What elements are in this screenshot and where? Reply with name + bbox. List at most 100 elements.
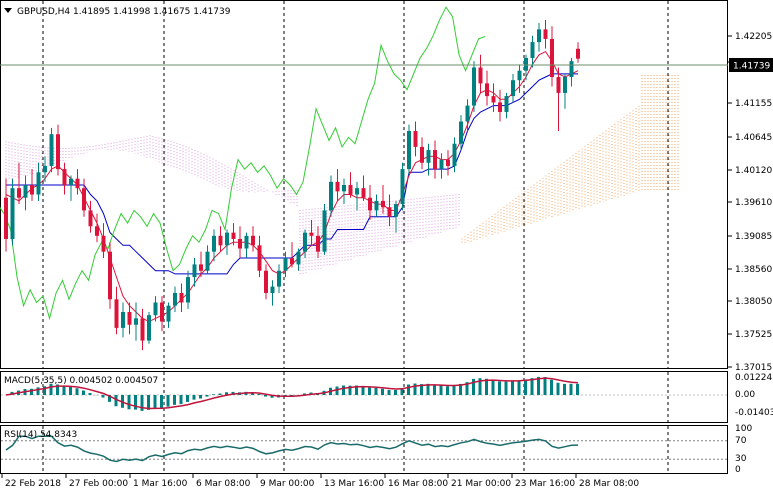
candle-body [361,188,366,198]
candle-body [446,159,450,166]
macd-bar [472,378,475,395]
candle-body [160,302,164,322]
candle-body [556,77,561,93]
price-tick-label: 1.39085 [735,232,772,242]
candle-body [524,57,528,71]
macd-bar [517,380,521,395]
candle-body [134,318,138,325]
candle-body [569,61,574,78]
candle-body [381,200,385,208]
candle-body [452,143,457,166]
macd-bar [218,393,222,395]
candle-body [17,188,21,198]
macd-bar [433,385,436,395]
candle-body [303,232,307,252]
candle-body [147,315,151,341]
current-price-label: 1.41739 [733,62,770,72]
candle-body [407,131,411,170]
rsi-label: RSI(14) 54.8343 [4,430,77,440]
time-tick-label: 27 Feb 00:00 [69,479,128,489]
macd-bar [101,395,105,398]
candle-body [101,235,106,252]
macd-bar [251,392,254,395]
candle-body [511,80,515,97]
candle-body [530,42,535,58]
candle-body [283,258,288,271]
candle-body [95,226,99,236]
macd-bar [446,386,449,395]
macd-panel-frame [0,371,728,423]
macd-indicator: 0.012241 0.00 -0.014037 [1,373,773,418]
macd-bar [257,394,261,395]
candle-body [316,235,320,252]
macd-bar [361,386,365,395]
macd-tick-label: 0.00 [735,390,755,400]
candle-body [491,96,496,103]
candle-body [166,305,171,322]
candle-body [296,251,301,265]
macd-bar [394,390,397,395]
candle-body [498,102,502,112]
macd-bar [439,385,443,395]
macd-bar [153,395,157,409]
time-tick-label: 1 Mar 16:00 [133,479,188,489]
candle-body [212,235,216,252]
candle-body [30,185,34,195]
macd-bar [368,387,371,395]
candle-body [433,150,437,170]
candle-body [82,188,86,211]
macd-bar [166,395,170,407]
macd-bar [485,378,488,395]
candle-body [504,96,509,112]
candle-body [251,235,255,246]
candle-body [43,165,47,173]
candle-body [23,185,28,198]
time-tick-label: 21 Mar 00:00 [451,479,511,489]
price-tick-label: 1.40645 [735,133,772,143]
macd-bar [420,384,423,395]
price-tick-label: 1.37525 [735,330,772,340]
macd-bar [498,381,501,395]
macd-bar [556,382,560,395]
rsi-line [5,435,579,463]
macd-bar [36,387,40,395]
macd-bar [82,390,85,395]
candle-body [394,204,398,217]
candle-body [290,258,294,265]
macd-bar [56,384,59,395]
triangle-down-icon[interactable] [4,8,12,13]
candle-body [335,181,340,192]
macd-bar [407,384,410,395]
candle-body [400,169,405,205]
candle-body [225,232,229,246]
candle-body [218,235,223,246]
macd-bar [225,392,228,395]
macd-bar [504,381,508,395]
current-price-tag [729,58,773,72]
macd-tick-label: 0.012241 [735,373,773,383]
macd-bar [478,378,482,395]
macd-bar [537,376,540,395]
macd-bar [179,395,183,405]
macd-bar [43,386,46,395]
candle-body [192,264,197,278]
candle-body [485,83,489,97]
candle-body [264,270,268,293]
macd-bar [147,395,150,410]
candle-body [543,29,548,39]
macd-bar [530,378,534,395]
candle-body [465,105,470,122]
macd-bar [303,393,306,395]
candle-body [238,238,242,249]
macd-bar [270,395,274,398]
macd-bar [88,392,92,395]
candle-body [329,181,333,211]
rsi-indicator: 100 70 300 [1,424,752,475]
macd-bar [381,388,384,395]
macd-tick-label: -0.014037 [735,408,773,418]
macd-bar [563,383,566,395]
candle-body [322,210,327,252]
candle-body [36,172,41,195]
